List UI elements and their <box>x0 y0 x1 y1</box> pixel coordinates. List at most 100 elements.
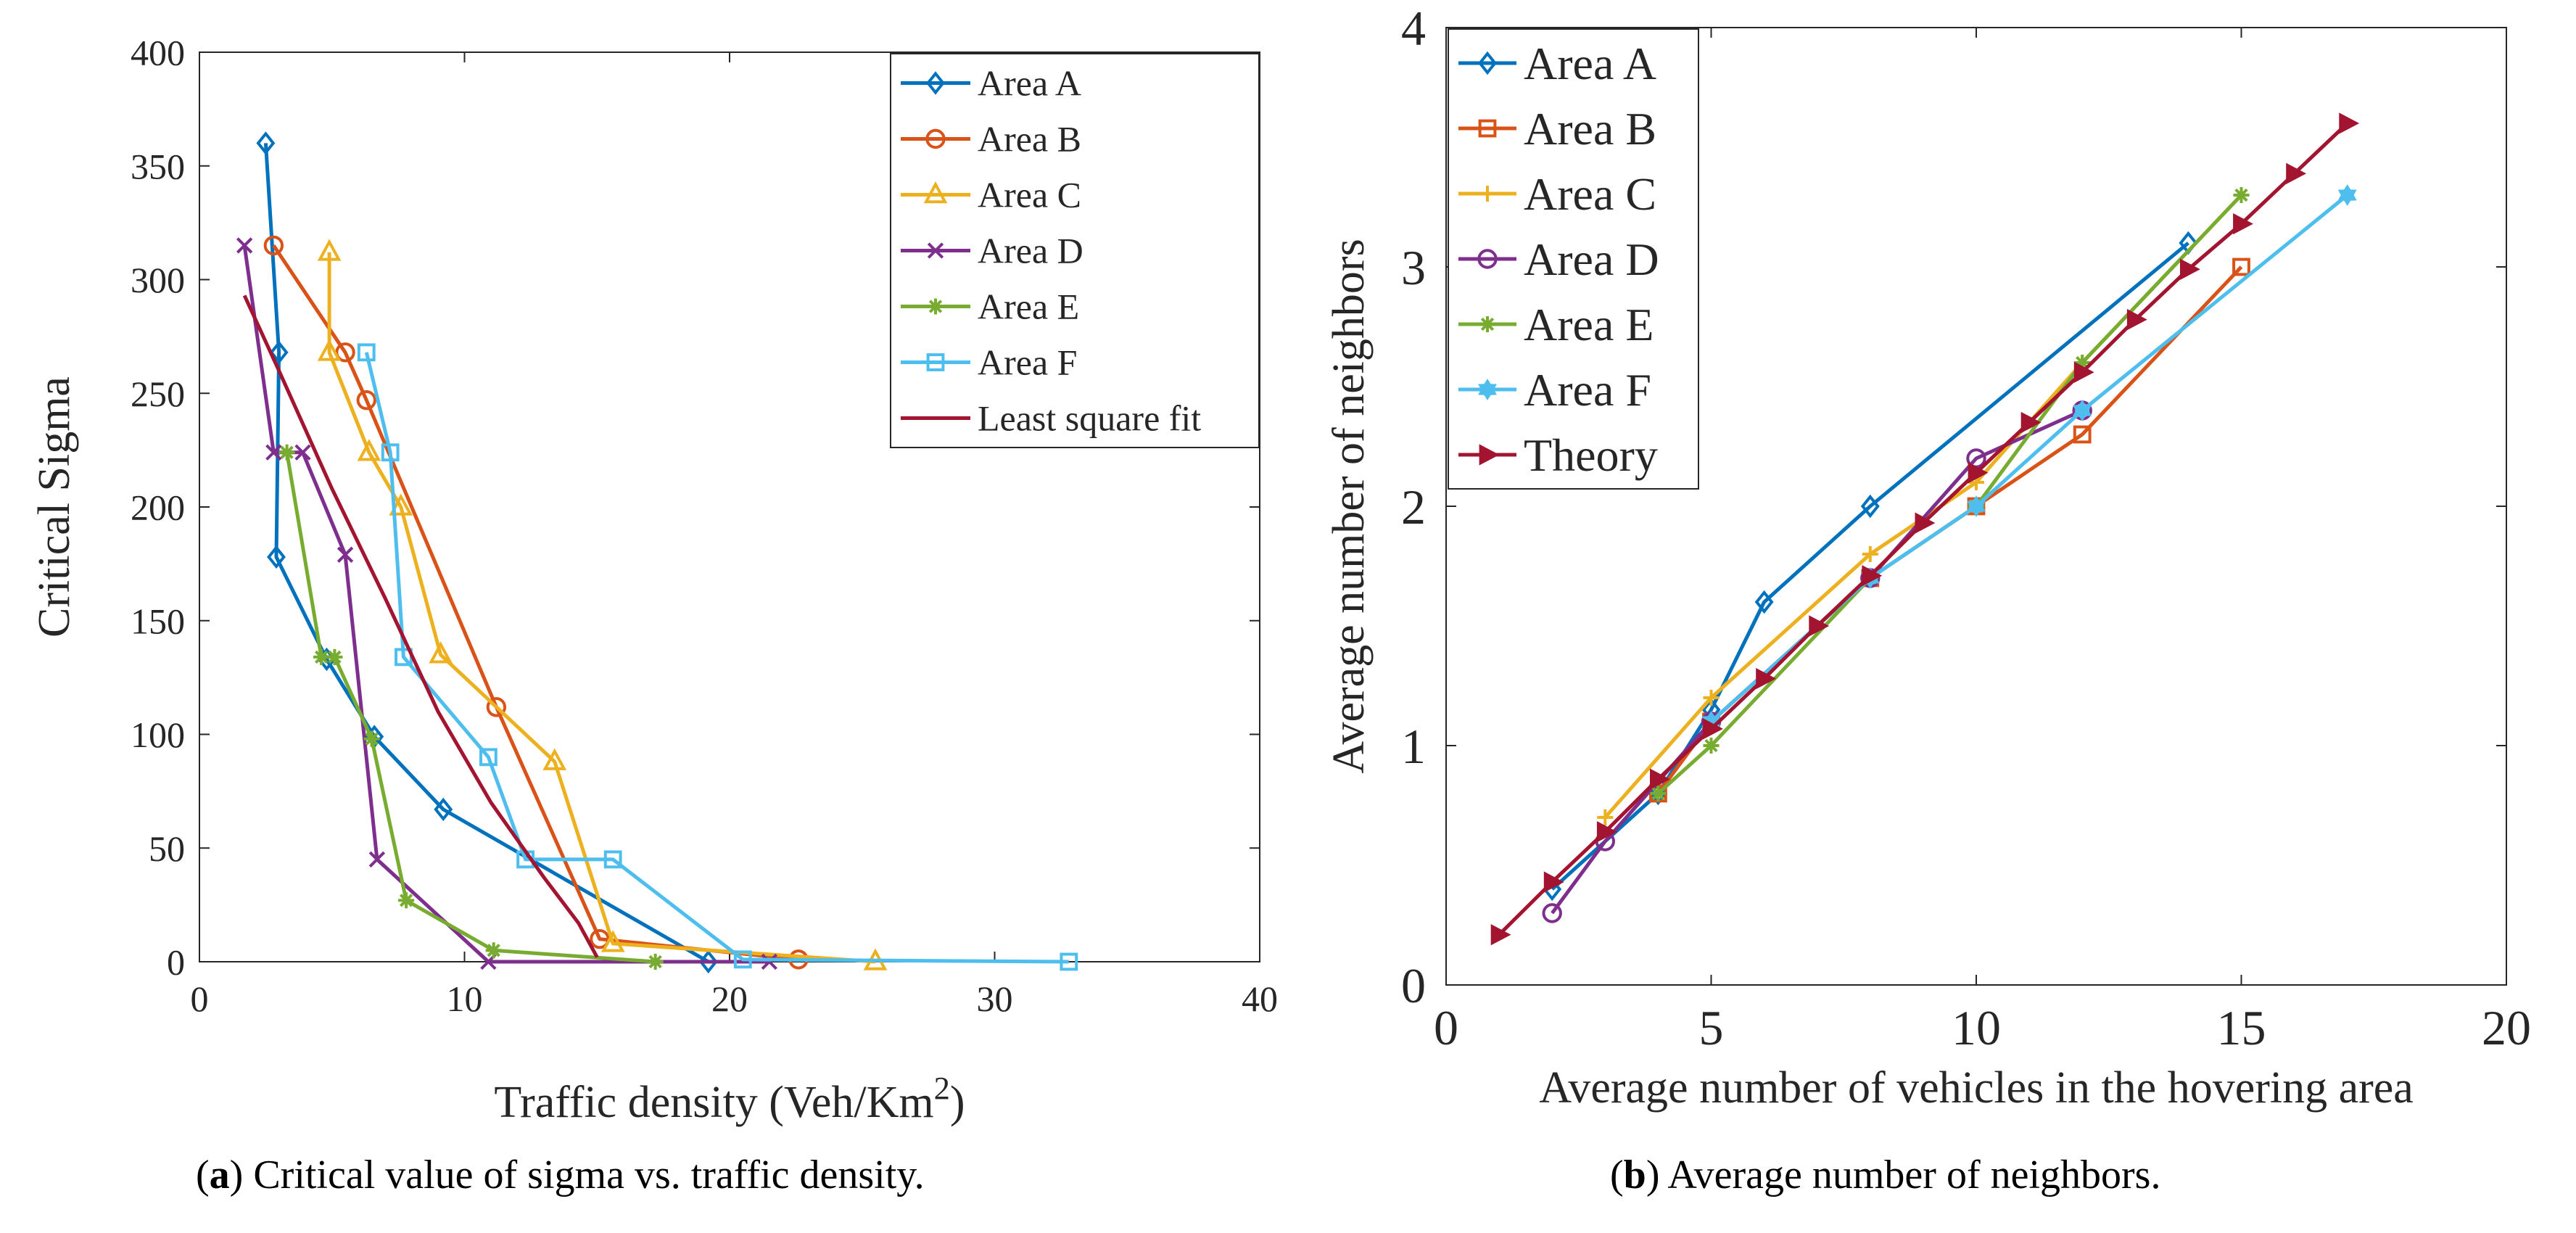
legend-swatch-marker <box>926 71 945 95</box>
series-theory <box>1490 112 2360 946</box>
legend-label: Area E <box>978 286 1079 327</box>
series-line-area-b <box>1656 265 2243 795</box>
y-axis-label: Critical Sigma <box>30 376 79 638</box>
data-point-area-f <box>381 443 400 462</box>
data-point-theory <box>1862 565 1883 587</box>
legend-label: Area A <box>978 63 1081 104</box>
y-tick-label: 350 <box>131 146 185 186</box>
data-point-area-c <box>1703 689 1720 706</box>
data-point-area-f <box>479 748 498 767</box>
legend-entry-area-d: Area D <box>901 231 1083 271</box>
x-tick-label: 0 <box>1434 1000 1458 1055</box>
series-area-b <box>1649 257 2250 803</box>
caption-b-text: Average number of neighbors. <box>1667 1152 2161 1197</box>
data-point-area-a <box>1754 590 1774 614</box>
x-tick-label: 0 <box>191 978 209 1019</box>
legend-entry-area-c: Area C <box>901 175 1081 215</box>
legend-entry-area-b: Area B <box>1458 103 1656 154</box>
x-axis-label: Traffic density (Veh/Km2) <box>494 1070 965 1127</box>
legend-label: Area F <box>978 342 1077 383</box>
series-area-f <box>357 343 1078 971</box>
data-point-theory <box>2073 361 2094 383</box>
data-point-area-c <box>1597 809 1614 826</box>
x-axis-label-superscript: 2 <box>934 1070 950 1106</box>
x-tick-label: 5 <box>1699 1000 1724 1055</box>
data-point-area-f <box>603 850 622 869</box>
legend-label: Area C <box>978 175 1081 215</box>
x-tick-label: 10 <box>447 978 483 1019</box>
series-line-area-a <box>263 143 710 964</box>
legend-entry-area-b: Area B <box>901 119 1081 160</box>
data-point-area-c <box>357 439 381 461</box>
caption-b-tag: b <box>1623 1152 1646 1197</box>
data-point-area-f <box>1967 495 1986 517</box>
y-tick-label: 4 <box>1401 1 1426 56</box>
data-point-area-d <box>294 444 311 461</box>
x-tick-label: 40 <box>1242 978 1278 1019</box>
legend-swatch-marker <box>1477 249 1498 269</box>
data-point-area-e <box>363 730 380 747</box>
legend-swatch-marker <box>1479 185 1496 202</box>
legend-entry-least-square-fit: Least square fit <box>901 398 1201 439</box>
legend-swatch-marker <box>926 353 945 371</box>
data-point-area-f <box>357 343 376 362</box>
series-area-d <box>236 237 777 970</box>
data-point-area-e <box>1703 737 1720 754</box>
series-line-area-b <box>272 244 799 962</box>
y-tick-label: 200 <box>131 487 185 528</box>
legend-label: Area E <box>1524 299 1654 350</box>
x-tick-label: 15 <box>2217 1000 2266 1055</box>
data-point-area-e <box>647 953 664 970</box>
data-point-theory <box>2339 112 2360 134</box>
data-point-theory <box>1756 667 1777 690</box>
y-tick-label: 2 <box>1401 479 1426 535</box>
legend: Area A Area B Area C Area D Area E Area F Theo… <box>1448 28 1699 490</box>
data-point-area-c <box>1862 545 1878 563</box>
data-point-area-c <box>317 339 342 361</box>
y-axis-label: Average number of neighbors <box>1324 239 1374 773</box>
data-point-theory <box>1968 462 1989 484</box>
data-point-area-f <box>733 950 752 969</box>
legend-swatch-marker <box>925 128 946 149</box>
y-tick-label: 0 <box>167 942 185 983</box>
legend-swatch-marker <box>923 181 948 204</box>
data-point-theory <box>1703 718 1723 740</box>
data-point-area-b <box>486 697 507 717</box>
y-tick-label: 1 <box>1401 719 1426 774</box>
data-point-theory <box>2180 258 2200 280</box>
legend-label: Area C <box>1524 168 1656 220</box>
legend-label: Area D <box>1524 234 1659 285</box>
data-point-area-d <box>265 444 282 461</box>
data-point-theory <box>1596 821 1617 843</box>
data-point-area-c <box>429 641 453 664</box>
y-tick-label: 300 <box>131 260 185 300</box>
data-point-area-d <box>368 851 386 868</box>
x-tick-label: 30 <box>977 978 1013 1019</box>
legend-entry-area-c: Area C <box>1458 168 1656 220</box>
data-point-area-c <box>600 930 625 952</box>
data-point-area-b <box>356 389 376 411</box>
data-point-theory <box>2126 308 2147 331</box>
legend-swatch-marker <box>1478 119 1497 138</box>
data-point-area-b <box>2232 257 2250 276</box>
data-point-theory <box>1915 512 1936 534</box>
data-point-theory <box>1490 924 1511 946</box>
data-point-area-b <box>335 342 355 363</box>
data-point-area-a <box>269 340 289 365</box>
data-point-area-a <box>698 949 718 974</box>
caption-a-text: Critical value of sigma vs. traffic dens… <box>253 1152 925 1197</box>
data-point-area-e <box>2074 354 2091 371</box>
y-tick-label: 0 <box>1401 958 1426 1013</box>
data-point-area-c <box>317 239 342 261</box>
data-point-area-e <box>485 942 502 959</box>
y-tick-label: 400 <box>131 33 185 73</box>
data-point-area-d <box>1542 903 1562 923</box>
x-tick-label: 10 <box>1952 1000 2001 1055</box>
series-least-square-fit <box>242 294 599 958</box>
legend-entry-area-f: Area F <box>901 342 1077 383</box>
legend-entry-area-e: Area E <box>1458 299 1654 350</box>
y-tick-label: 150 <box>131 601 185 641</box>
caption-a-tag: a <box>209 1152 230 1197</box>
data-point-area-d <box>761 953 777 970</box>
